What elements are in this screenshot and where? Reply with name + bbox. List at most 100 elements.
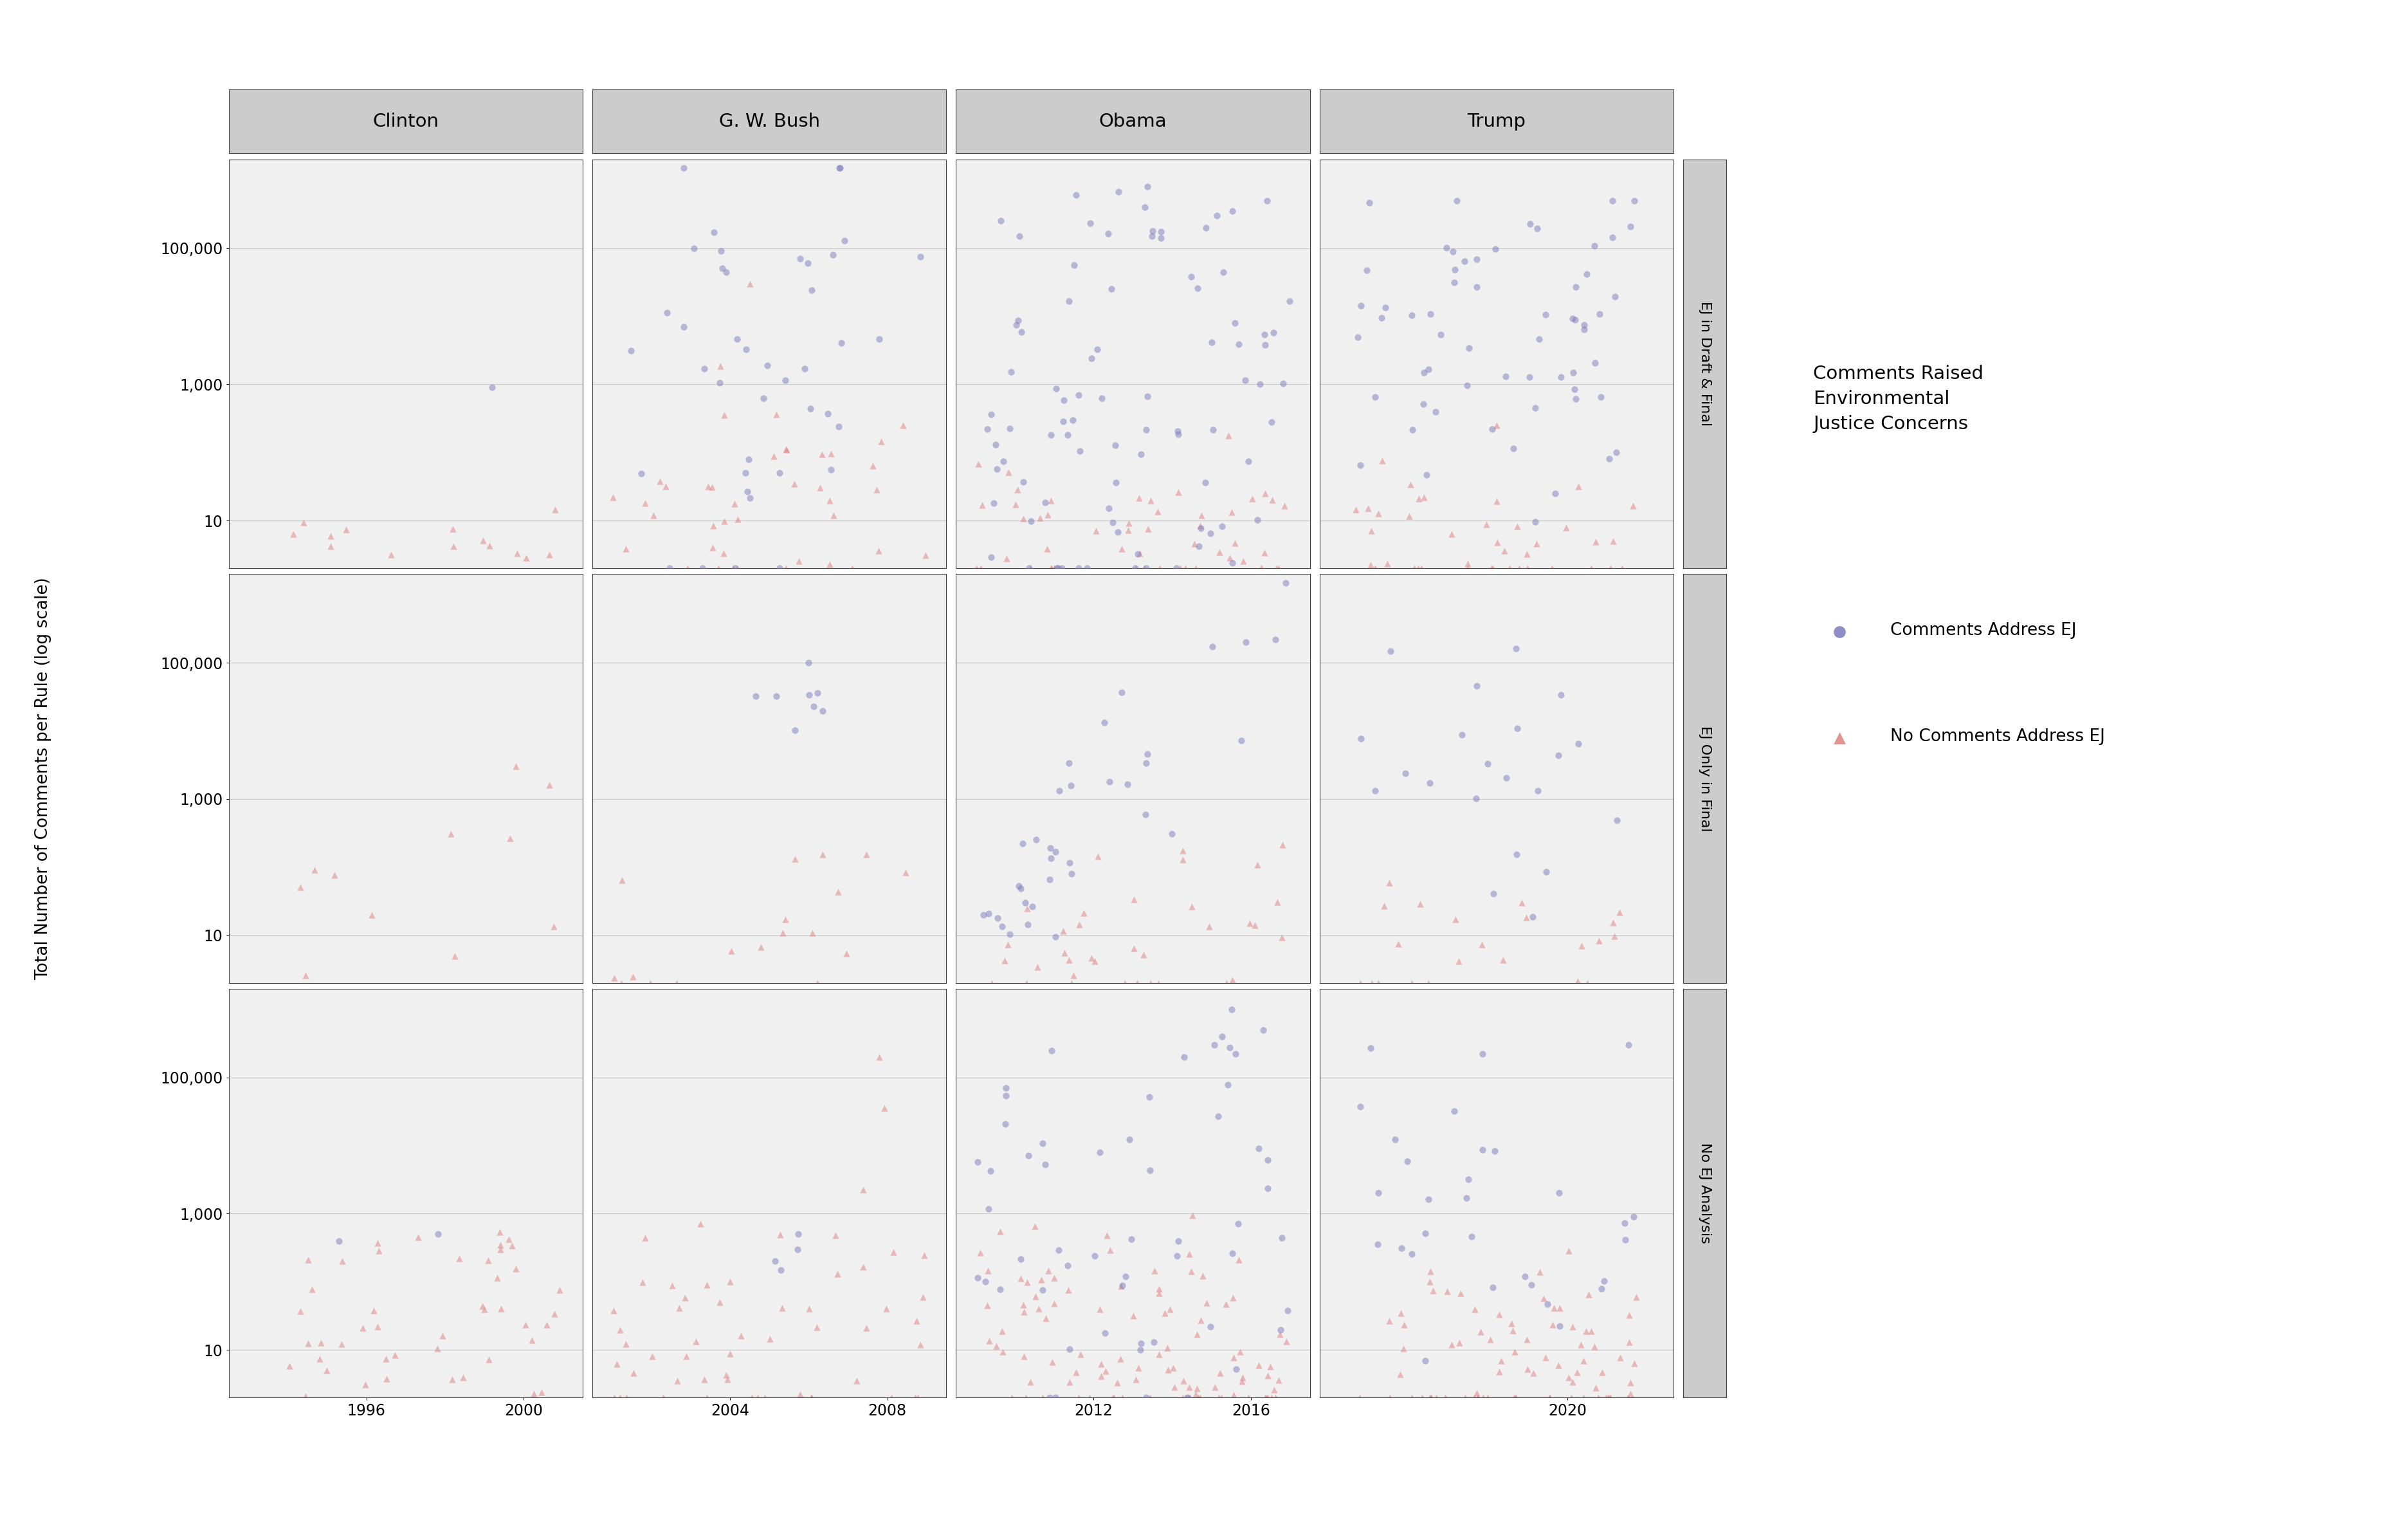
Point — [1156, 1375, 1194, 1399]
Point — [1170, 1243, 1209, 1267]
Point — [804, 842, 843, 866]
Point — [1149, 1358, 1187, 1382]
Point — [352, 902, 390, 927]
Point — [1127, 741, 1165, 766]
Point — [301, 1331, 340, 1355]
Point — [1245, 1018, 1283, 1042]
Point — [1435, 270, 1474, 295]
Point — [1035, 377, 1074, 401]
Point — [1474, 1274, 1512, 1299]
Point — [811, 488, 850, 512]
Point — [1575, 234, 1613, 258]
Point — [1072, 1385, 1110, 1410]
Point — [867, 1297, 905, 1322]
Point — [1267, 571, 1305, 595]
Point — [1214, 968, 1252, 992]
Point — [621, 462, 660, 486]
Point — [1060, 1385, 1098, 1410]
Point — [1218, 1212, 1257, 1236]
Point — [1568, 263, 1606, 287]
Point — [494, 1233, 532, 1258]
Point — [1052, 861, 1091, 886]
Point — [1158, 480, 1197, 504]
Point — [1223, 1370, 1262, 1394]
Point — [1014, 895, 1052, 919]
Point — [1004, 1344, 1043, 1369]
Point — [284, 510, 323, 535]
Point — [1026, 1306, 1064, 1331]
Point — [1457, 787, 1495, 811]
Point — [1385, 1312, 1423, 1337]
Point — [1348, 497, 1387, 521]
Point — [997, 477, 1035, 501]
Point — [1187, 216, 1226, 240]
Point — [1011, 556, 1050, 580]
Point — [1558, 732, 1597, 756]
Point — [1517, 532, 1556, 556]
Point — [1820, 620, 1859, 644]
Point — [1023, 1277, 1062, 1302]
Point — [1055, 409, 1093, 433]
Point — [1382, 1236, 1421, 1261]
Point — [1341, 1385, 1380, 1410]
Point — [1173, 264, 1211, 289]
Point — [1450, 336, 1488, 360]
Point — [1510, 211, 1548, 235]
Point — [1050, 1370, 1088, 1394]
Point — [819, 415, 857, 439]
Point — [1009, 896, 1047, 921]
Point — [1158, 422, 1197, 447]
Point — [1019, 955, 1057, 980]
Point — [1098, 179, 1137, 204]
Point — [975, 431, 1014, 456]
Point — [1035, 840, 1074, 864]
Point — [667, 1344, 706, 1369]
Point — [1127, 556, 1165, 580]
Point — [1594, 188, 1633, 213]
Point — [1262, 925, 1300, 949]
Point — [978, 1334, 1016, 1358]
Point — [1141, 220, 1180, 245]
Point — [301, 1346, 340, 1370]
Point — [1361, 971, 1399, 995]
Point — [725, 462, 763, 486]
Point — [1401, 1385, 1440, 1410]
Point — [821, 156, 860, 181]
Point — [1132, 223, 1170, 248]
Point — [1103, 681, 1141, 705]
Point — [462, 529, 501, 553]
Point — [1522, 1259, 1560, 1284]
Point — [1252, 1385, 1291, 1410]
Point — [1409, 1188, 1447, 1212]
Point — [1582, 1361, 1621, 1385]
Point — [1062, 1341, 1100, 1366]
Point — [614, 965, 653, 989]
Point — [1558, 1360, 1597, 1384]
Point — [730, 486, 768, 510]
Point — [1442, 1281, 1481, 1305]
Point — [1409, 971, 1447, 995]
Point — [1469, 1385, 1507, 1410]
Point — [1050, 948, 1088, 972]
Point — [530, 773, 568, 797]
Point — [1447, 374, 1486, 398]
Point — [1594, 911, 1633, 936]
Point — [970, 902, 1009, 927]
Point — [597, 1352, 636, 1376]
Point — [1057, 1361, 1096, 1385]
Point — [1199, 1104, 1238, 1129]
Point — [838, 1369, 877, 1393]
Point — [1553, 1314, 1592, 1338]
Point — [1002, 1267, 1040, 1291]
Point — [1531, 1385, 1570, 1410]
Text: Clinton: Clinton — [373, 112, 438, 131]
Point — [1392, 1385, 1430, 1410]
Point — [826, 228, 864, 252]
Point — [999, 308, 1038, 333]
Point — [1380, 931, 1418, 955]
Point — [1103, 1273, 1141, 1297]
Point — [1401, 892, 1440, 916]
Point — [710, 1341, 749, 1366]
Point — [1368, 551, 1406, 576]
Point — [1209, 424, 1247, 448]
